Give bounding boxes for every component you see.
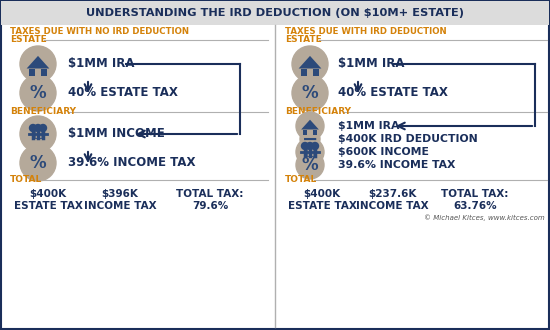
Circle shape	[40, 124, 47, 131]
Text: 39.6% INCOME TAX: 39.6% INCOME TAX	[68, 156, 195, 170]
Circle shape	[20, 145, 56, 181]
Polygon shape	[301, 69, 318, 76]
Text: 40% ESTATE TAX: 40% ESTATE TAX	[68, 86, 178, 100]
Circle shape	[35, 124, 41, 131]
Text: TOTAL TAX:: TOTAL TAX:	[441, 189, 509, 199]
Text: %: %	[30, 154, 46, 172]
Polygon shape	[26, 56, 50, 69]
Circle shape	[292, 75, 328, 111]
Text: $400K: $400K	[304, 189, 340, 199]
Text: 40% ESTATE TAX: 40% ESTATE TAX	[338, 86, 448, 100]
Circle shape	[301, 143, 309, 149]
Text: TAXES DUE WITH IRD DEDUCTION: TAXES DUE WITH IRD DEDUCTION	[285, 26, 447, 36]
Text: $1MM IRA: $1MM IRA	[338, 57, 404, 71]
FancyBboxPatch shape	[1, 1, 549, 25]
Text: ⛹: ⛹	[305, 143, 315, 157]
Text: ESTATE: ESTATE	[285, 36, 322, 45]
Circle shape	[20, 116, 56, 152]
Circle shape	[20, 75, 56, 111]
Text: $1MM IRA: $1MM IRA	[68, 57, 135, 71]
Text: %: %	[30, 84, 46, 102]
Text: $400K: $400K	[30, 189, 67, 199]
Circle shape	[20, 46, 56, 82]
Text: 79.6%: 79.6%	[192, 201, 228, 211]
Text: $237.6K: $237.6K	[368, 189, 416, 199]
Text: $400K IRD DEDUCTION: $400K IRD DEDUCTION	[338, 134, 478, 144]
Text: TOTAL TAX:: TOTAL TAX:	[177, 189, 244, 199]
Text: BENEFICIARY: BENEFICIARY	[285, 108, 351, 116]
Text: UNDERSTANDING THE IRD DEDUCTION (ON $10M+ ESTATE): UNDERSTANDING THE IRD DEDUCTION (ON $10M…	[86, 8, 464, 18]
Circle shape	[30, 124, 36, 131]
Text: $396K: $396K	[102, 189, 139, 199]
Polygon shape	[29, 69, 47, 76]
Text: 39.6% INCOME TAX: 39.6% INCOME TAX	[338, 160, 455, 170]
Polygon shape	[35, 69, 41, 76]
Text: TOTAL: TOTAL	[285, 176, 317, 184]
Circle shape	[296, 151, 324, 179]
Text: $1MM INCOME: $1MM INCOME	[68, 127, 165, 141]
Text: INCOME TAX: INCOME TAX	[356, 201, 428, 211]
Polygon shape	[301, 120, 319, 129]
Circle shape	[300, 129, 320, 149]
Circle shape	[292, 46, 328, 82]
Polygon shape	[307, 129, 312, 135]
Circle shape	[311, 143, 318, 149]
Text: $600K INCOME: $600K INCOME	[338, 147, 429, 157]
Text: TOTAL: TOTAL	[10, 176, 42, 184]
Text: © Michael Kitces, www.kitces.com: © Michael Kitces, www.kitces.com	[424, 214, 545, 221]
Circle shape	[296, 138, 324, 166]
Polygon shape	[299, 56, 321, 69]
Text: ⛹: ⛹	[34, 124, 42, 140]
Text: BENEFICIARY: BENEFICIARY	[10, 108, 76, 116]
Text: TAXES DUE WITH NO IRD DEDUCTION: TAXES DUE WITH NO IRD DEDUCTION	[10, 26, 189, 36]
Text: INCOME TAX: INCOME TAX	[84, 201, 156, 211]
Polygon shape	[307, 69, 314, 76]
Text: ESTATE: ESTATE	[10, 36, 47, 45]
Text: ESTATE TAX: ESTATE TAX	[288, 201, 356, 211]
Text: −: −	[302, 129, 318, 148]
Polygon shape	[303, 129, 317, 135]
Text: 63.76%: 63.76%	[453, 201, 497, 211]
Text: $1MM IRA: $1MM IRA	[338, 121, 399, 131]
Text: %: %	[302, 156, 318, 174]
Text: ESTATE TAX: ESTATE TAX	[14, 201, 82, 211]
Circle shape	[306, 143, 313, 149]
Text: %: %	[302, 84, 318, 102]
Circle shape	[296, 112, 324, 140]
